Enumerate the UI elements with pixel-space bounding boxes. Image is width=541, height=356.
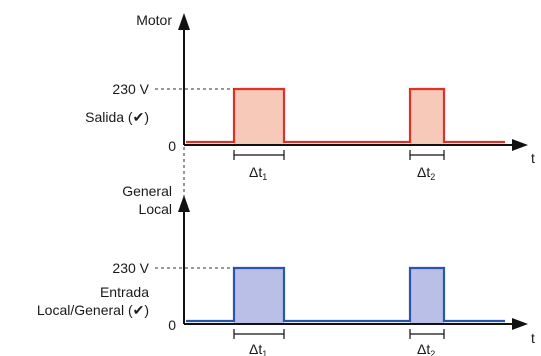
input-pulse-2-fill xyxy=(410,268,444,323)
top-dt1-label: Δt1 xyxy=(249,164,267,182)
output-pulse-2-fill xyxy=(410,89,444,144)
bottom-level-label: 230 V xyxy=(112,260,149,276)
bottom-y-axis-label-line2: Local xyxy=(139,201,172,217)
bottom-zero-label: 0 xyxy=(168,317,176,333)
bottom-signal-label-line2: Local/General (✔) xyxy=(37,302,149,318)
bottom-dt1-bracket xyxy=(233,329,285,339)
bottom-y-axis-arrow xyxy=(178,195,190,212)
top-level-label: 230 V xyxy=(112,81,149,97)
input-signal-line xyxy=(186,266,505,323)
output-signal-line xyxy=(186,87,505,144)
top-panel: Motor 230 V Salida (✔) 0 t Δt1 Δt2 xyxy=(85,12,535,182)
top-dt2-bracket xyxy=(409,150,445,160)
top-x-axis-label: t xyxy=(531,150,535,166)
input-pulse-1-fill xyxy=(234,268,284,323)
top-dt2-label: Δt2 xyxy=(417,164,435,182)
top-x-axis-arrow xyxy=(512,139,528,151)
output-pulse-1-fill xyxy=(234,89,284,144)
top-y-axis-label: Motor xyxy=(136,12,172,28)
bottom-x-axis-label: t xyxy=(531,330,535,346)
top-signal-label: Salida (✔) xyxy=(85,109,149,125)
top-dt1-bracket xyxy=(233,150,285,160)
bottom-y-axis-label-line1: General xyxy=(122,183,172,199)
top-zero-label: 0 xyxy=(168,138,176,154)
bottom-dt2-bracket xyxy=(409,329,445,339)
bottom-signal-label-line1: Entrada xyxy=(100,284,149,300)
top-y-axis-arrow xyxy=(178,13,190,30)
bottom-panel: General Local 230 V Entrada Local/Genera… xyxy=(37,183,535,356)
bottom-dt1-label: Δt1 xyxy=(249,341,267,356)
bottom-x-axis-arrow xyxy=(512,318,528,330)
bottom-dt2-label: Δt2 xyxy=(417,341,435,356)
